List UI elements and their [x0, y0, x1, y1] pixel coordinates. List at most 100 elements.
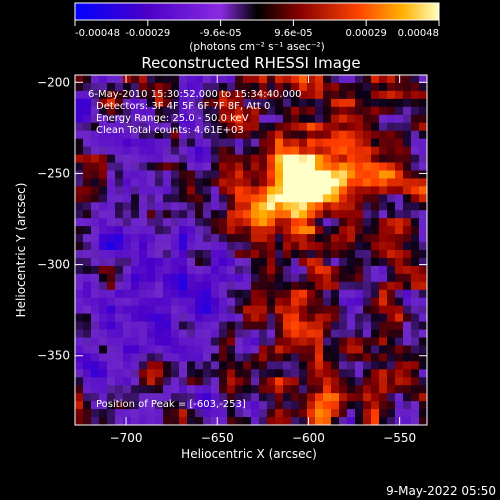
heatmap-cell	[107, 385, 116, 394]
heatmap-cell	[131, 234, 140, 243]
heatmap-cell	[171, 178, 180, 187]
heatmap-cell	[419, 130, 427, 140]
heatmap-cell	[275, 138, 284, 148]
heatmap-cell	[195, 170, 204, 179]
heatmap-cell	[395, 130, 404, 140]
heatmap-cell	[339, 106, 348, 116]
heatmap-cell	[91, 313, 100, 323]
heatmap-cell	[187, 130, 196, 140]
heatmap-cell	[371, 345, 380, 354]
heatmap-cell	[331, 393, 340, 402]
heatmap-cell	[235, 130, 244, 140]
heatmap-cell	[75, 234, 84, 243]
heatmap-cell	[139, 114, 148, 124]
heatmap-cell	[379, 401, 388, 410]
heatmap-cell	[211, 82, 220, 92]
heatmap-cell	[227, 265, 236, 275]
heatmap-cell	[363, 130, 372, 140]
heatmap-cell	[387, 106, 396, 116]
heatmap-cell	[363, 178, 372, 187]
heatmap-cell	[99, 305, 108, 315]
heatmap-cell	[275, 337, 284, 346]
heatmap-cell	[163, 218, 172, 227]
heatmap-cell	[339, 313, 348, 323]
heatmap-cell	[291, 345, 300, 354]
heatmap-cell	[379, 106, 388, 116]
heatmap-cell	[227, 186, 236, 195]
heatmap-cell	[123, 202, 132, 211]
heatmap-cell	[75, 138, 84, 148]
heatmap-cell	[403, 353, 412, 362]
heatmap-cell	[347, 178, 356, 187]
heatmap-cell	[371, 329, 380, 338]
heatmap-cell	[291, 353, 300, 362]
heatmap-cell	[307, 202, 316, 211]
heatmap-cell	[307, 393, 316, 402]
heatmap-cell	[315, 329, 324, 338]
heatmap-cell	[219, 361, 228, 370]
heatmap-cell	[219, 75, 228, 84]
heatmap-cell	[243, 234, 252, 243]
heatmap-cell	[131, 329, 140, 338]
heatmap-cell	[331, 122, 340, 132]
heatmap-cell	[411, 401, 420, 410]
heatmap-cell	[267, 393, 276, 402]
heatmap-cell	[251, 305, 260, 315]
heatmap-cell	[259, 146, 268, 156]
heatmap-cell	[179, 130, 188, 140]
heatmap-cell	[91, 178, 100, 187]
heatmap-cell	[355, 377, 364, 386]
heatmap-cell	[131, 417, 140, 425]
heatmap-cell	[339, 178, 348, 187]
heatmap-cell	[179, 242, 188, 251]
heatmap-cell	[179, 257, 188, 267]
heatmap-cell	[235, 305, 244, 315]
heatmap-cell	[123, 409, 132, 418]
heatmap-cell	[403, 385, 412, 394]
heatmap-cell	[299, 194, 308, 203]
heatmap-cell	[155, 226, 164, 235]
heatmap-cell	[411, 250, 420, 259]
heatmap-cell	[363, 297, 372, 307]
heatmap-cell	[355, 218, 364, 227]
heatmap-cell	[123, 234, 132, 243]
heatmap-cell	[243, 138, 252, 148]
heatmap-cell	[395, 106, 404, 116]
heatmap-cell	[155, 114, 164, 124]
heatmap-cell	[211, 75, 220, 84]
heatmap-cell	[371, 138, 380, 148]
heatmap-cell	[179, 210, 188, 219]
heatmap-cell	[235, 114, 244, 124]
heatmap-cell	[339, 130, 348, 140]
heatmap-cell	[155, 210, 164, 219]
heatmap-cell	[283, 250, 292, 259]
heatmap-cell	[371, 226, 380, 235]
heatmap-cell	[331, 178, 340, 187]
heatmap-cell	[259, 138, 268, 148]
heatmap-cell	[91, 202, 100, 211]
heatmap-cell	[147, 250, 156, 259]
heatmap-cell	[291, 202, 300, 211]
heatmap-cell	[91, 98, 100, 108]
heatmap-cell	[403, 146, 412, 156]
heatmap-cell	[251, 138, 260, 148]
heatmap-cell	[347, 170, 356, 179]
heatmap-cell	[347, 202, 356, 211]
heatmap-cell	[347, 369, 356, 378]
heatmap-cell	[171, 250, 180, 259]
heatmap-cell	[355, 194, 364, 203]
heatmap-cell	[235, 281, 244, 291]
heatmap-cell	[187, 194, 196, 203]
heatmap-cell	[379, 257, 388, 267]
heatmap-cell	[299, 377, 308, 386]
heatmap-cell	[211, 106, 220, 116]
heatmap-cell	[291, 98, 300, 108]
heatmap-cell	[155, 242, 164, 251]
heatmap-cell	[83, 90, 92, 100]
heatmap-cell	[75, 210, 84, 219]
heatmap-cell	[419, 242, 427, 251]
heatmap-cell	[75, 345, 84, 354]
heatmap-cell	[251, 369, 260, 378]
heatmap-cell	[267, 345, 276, 354]
heatmap-cell	[163, 385, 172, 394]
